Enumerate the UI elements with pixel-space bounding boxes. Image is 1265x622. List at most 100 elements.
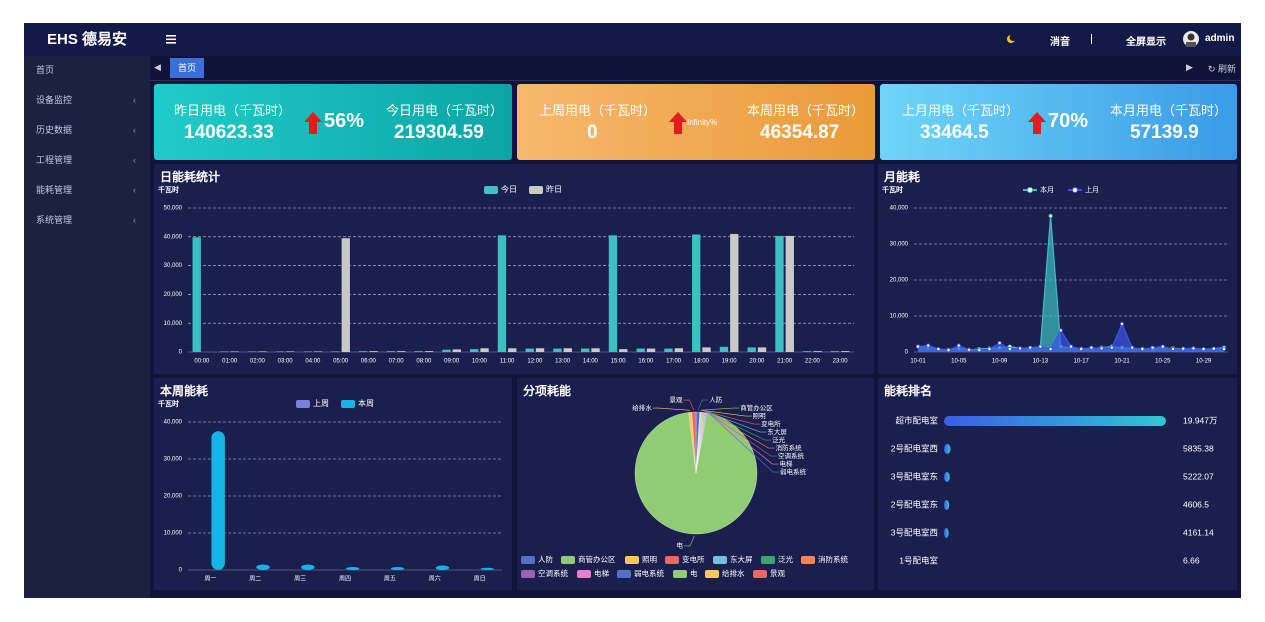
y-tick-label: 40,000 bbox=[164, 420, 183, 426]
tab-prev[interactable]: ◀ bbox=[154, 62, 161, 72]
menu-item[interactable]: 首页 bbox=[36, 62, 146, 78]
legend-marker bbox=[1027, 187, 1033, 193]
point bbox=[967, 347, 972, 352]
slice-label: 变电所 bbox=[761, 419, 781, 428]
bar bbox=[414, 351, 423, 352]
kpi-value: 0 bbox=[587, 122, 598, 143]
bar bbox=[211, 431, 225, 570]
x-tick-label: 04:00 bbox=[305, 359, 321, 365]
separator bbox=[1091, 34, 1092, 44]
tab-next[interactable]: ▶ bbox=[1186, 62, 1193, 72]
rank-bar bbox=[944, 444, 951, 454]
point bbox=[1038, 344, 1043, 349]
point bbox=[1028, 345, 1033, 350]
label-line bbox=[706, 410, 779, 473]
slice-label: 商管办公区 bbox=[740, 403, 773, 412]
x-tick-label: 10:00 bbox=[472, 359, 488, 365]
slice-label: 人防 bbox=[709, 395, 723, 404]
bar bbox=[452, 349, 461, 352]
rank-value: 4161.14 bbox=[1183, 527, 1214, 537]
fullscreen-button[interactable]: 全屏显示 bbox=[1126, 33, 1166, 48]
mute-button[interactable]: 消音 bbox=[1050, 33, 1070, 48]
kpi-label: 上月用电（千瓦时） bbox=[902, 103, 1020, 118]
point bbox=[916, 344, 921, 349]
y-tick-label: 10,000 bbox=[164, 321, 183, 327]
legend-label: 变电所 bbox=[682, 554, 705, 564]
menu-toggle[interactable] bbox=[166, 34, 176, 44]
legend-label: 人防 bbox=[538, 554, 553, 564]
legend-swatch bbox=[705, 570, 719, 578]
point bbox=[1068, 344, 1073, 349]
bar bbox=[230, 351, 239, 352]
rank-bar bbox=[944, 472, 950, 482]
menu-item[interactable]: 设备监控 ‹ bbox=[36, 95, 136, 105]
kpi-label: 本月用电（千瓦时） bbox=[1110, 103, 1228, 118]
slice-label: 东大屏 bbox=[767, 427, 787, 436]
kpi-value: 46354.87 bbox=[760, 122, 840, 143]
legend-swatch bbox=[673, 570, 687, 578]
point bbox=[1089, 345, 1094, 350]
legend-swatch bbox=[753, 570, 767, 578]
label-line bbox=[705, 410, 779, 465]
point bbox=[1191, 346, 1196, 351]
rank-name: 超市配电室 bbox=[895, 415, 938, 425]
bar bbox=[563, 348, 572, 352]
x-tick-label: 15:00 bbox=[611, 359, 627, 365]
legend-swatch bbox=[801, 556, 815, 564]
bar bbox=[785, 235, 794, 352]
menu-item[interactable]: 工程管理 ‹ bbox=[36, 155, 136, 165]
x-tick-label: 10-01 bbox=[910, 359, 926, 365]
menu-item[interactable]: 系统管理 ‹ bbox=[36, 215, 136, 225]
label-line bbox=[704, 410, 778, 457]
x-tick-label: 16:00 bbox=[638, 359, 654, 365]
bar bbox=[390, 567, 405, 570]
theme-toggle[interactable] bbox=[1006, 34, 1016, 44]
avatar[interactable] bbox=[1183, 31, 1199, 47]
bar bbox=[702, 347, 711, 352]
point bbox=[1150, 345, 1155, 350]
rank-value: 5222.07 bbox=[1183, 471, 1214, 481]
menu-label: 系统管理 bbox=[36, 215, 73, 225]
fullscreen-label: 全屏显示 bbox=[1126, 37, 1166, 48]
tab[interactable]: 首页 bbox=[170, 58, 204, 78]
label-line bbox=[701, 409, 761, 425]
point bbox=[997, 340, 1002, 345]
point bbox=[1048, 213, 1053, 218]
x-tick-label: 08:00 bbox=[416, 359, 432, 365]
legend-label: 空调系统 bbox=[538, 568, 568, 578]
logo[interactable]: EHS 德易安 bbox=[24, 23, 150, 56]
x-tick-label: 周五 bbox=[384, 576, 396, 583]
chart: 分项耗能人防商管办公区照明变电所东大屏泛光消防系统空调系统电梯弱电系统景观给排水… bbox=[521, 383, 848, 578]
bar bbox=[470, 349, 479, 352]
point bbox=[946, 348, 951, 353]
bar bbox=[397, 351, 406, 352]
menu-item[interactable]: 能耗管理 ‹ bbox=[36, 185, 136, 195]
bar bbox=[258, 351, 267, 352]
menu-label: 设备监控 bbox=[36, 95, 73, 105]
refresh-button[interactable]: ↻ 刷新 bbox=[1208, 64, 1237, 74]
chart-title: 本周能耗 bbox=[160, 383, 208, 398]
legend-label: 弱电系统 bbox=[634, 568, 664, 578]
label-line bbox=[704, 410, 775, 449]
chart-title: 分项耗能 bbox=[523, 383, 571, 398]
user-name[interactable]: admin bbox=[1205, 33, 1234, 44]
bar bbox=[369, 351, 378, 352]
rank-name: 3号配电室西 bbox=[891, 527, 938, 537]
bar bbox=[346, 567, 360, 570]
bar bbox=[248, 351, 257, 352]
x-tick-label: 01:00 bbox=[222, 359, 238, 365]
legend-swatch bbox=[713, 556, 727, 564]
menu-item[interactable]: 历史数据 ‹ bbox=[36, 125, 136, 135]
point bbox=[987, 347, 992, 352]
bar bbox=[508, 348, 517, 352]
tab-label: 首页 bbox=[177, 63, 196, 73]
refresh-label: 刷新 bbox=[1218, 64, 1237, 74]
point bbox=[956, 343, 961, 348]
slice-label: 照明 bbox=[753, 412, 767, 420]
bar bbox=[359, 351, 368, 352]
legend-swatch bbox=[561, 556, 575, 564]
